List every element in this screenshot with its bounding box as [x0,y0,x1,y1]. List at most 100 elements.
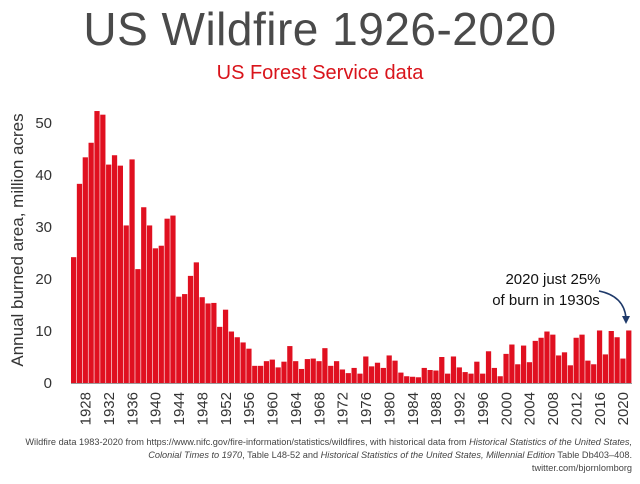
bar-1968 [316,361,322,383]
bar-1963 [287,346,293,383]
x-tick-label: 1960 [265,392,282,425]
bar-2004 [526,362,533,383]
bar-1987 [427,370,433,383]
x-tick-label: 1932 [101,392,118,425]
annotation-line-1: 2020 just 25% [505,271,600,288]
bar-1967 [310,358,316,383]
x-tick-label: 2008 [545,392,562,425]
bar-1966 [304,359,310,383]
bar-1936 [129,159,135,383]
chart-subtitle: US Forest Service data [216,62,424,84]
bar-2021 [626,330,632,383]
bar-1974 [351,367,357,383]
x-tick-label: 2000 [498,392,515,425]
bar-1969 [322,348,328,383]
bar-1943 [170,215,176,383]
bar-2009 [556,355,562,383]
bar-1980 [386,355,392,383]
bar-1956 [246,348,252,383]
bar-1961 [275,367,281,383]
bar-1999 [497,376,503,383]
bar-1928 [82,157,88,383]
bar-2003 [520,345,527,383]
bar-1926 [71,257,77,383]
annotation-line-2: of burn in 1930s [492,292,600,309]
bar-2015 [591,364,597,383]
bar-1951 [217,326,223,383]
bar-1993 [462,372,468,383]
bar-1985 [415,377,422,383]
bar-2012 [573,337,579,383]
x-tick-label: 1988 [428,392,445,425]
bar-1942 [164,218,170,383]
bar-1931 [100,114,106,384]
bar-1957 [252,365,258,383]
bar-2017 [602,354,609,383]
bar-1939 [146,225,153,383]
bar-1973 [345,373,351,383]
y-tick-label: 30 [35,219,52,236]
x-tick-label: 1956 [241,392,258,425]
bar-1940 [152,248,159,383]
bar-1946 [187,275,194,383]
bar-1948 [199,297,205,383]
x-tick-label: 1964 [288,392,305,425]
bar-1991 [450,356,457,383]
footer-text-1: Wildfire data 1983-2020 from https://www… [25,437,470,447]
bar-2016 [596,330,603,383]
x-tick-label: 2020 [615,392,632,425]
annotation-arrowhead [622,316,630,324]
y-tick-label: 0 [44,375,52,392]
bars-group [71,111,632,384]
bar-2010 [561,352,568,383]
bar-2008 [550,334,556,383]
bar-1996 [480,373,486,383]
bar-1979 [380,367,386,383]
bar-2006 [538,337,544,383]
bar-2007 [544,331,550,383]
bar-1947 [193,262,199,383]
bar-1964 [293,361,299,383]
bar-1983 [404,376,410,383]
bar-1938 [141,207,147,383]
bar-1982 [398,372,404,383]
bar-1962 [281,361,287,383]
bar-1959 [263,361,270,383]
bar-1937 [135,269,141,383]
x-tick-label: 1972 [335,392,352,425]
bar-1954 [234,337,240,383]
x-tick-label: 1976 [358,392,375,425]
y-tick-label: 10 [35,323,52,340]
bar-1960 [269,359,275,383]
x-tick-label: 1996 [475,392,492,425]
footer-text-2: , Table L48-52 and [242,450,321,460]
bar-1945 [182,294,188,383]
bar-1952 [222,309,229,383]
bar-1930 [94,111,100,383]
x-tick-label: 1992 [452,392,469,425]
bar-1934 [117,165,123,383]
bar-1965 [298,368,305,383]
bar-1950 [211,302,217,383]
bar-1997 [485,351,492,383]
bar-1955 [240,342,246,383]
bar-1970 [328,365,334,383]
bar-1953 [228,331,235,383]
bar-1989 [439,357,445,383]
bar-2005 [532,340,538,383]
bar-1992 [456,367,462,383]
x-tick-label: 2012 [569,392,586,425]
footer-italic-1: Historical Statistics of the United Stat… [148,437,632,460]
bar-1949 [205,303,211,383]
bar-2013 [579,334,585,383]
x-tick-label: 1948 [195,392,212,425]
x-tick-label: 1952 [218,392,235,425]
bar-2011 [567,365,573,383]
bar-1929 [88,142,94,383]
bar-1990 [445,373,451,383]
bar-2000 [503,353,509,383]
y-tick-label: 20 [35,271,52,288]
bar-1944 [176,296,182,383]
footer-italic-2: Historical Statistics of the United Stat… [320,450,556,460]
bar-1995 [474,361,480,383]
